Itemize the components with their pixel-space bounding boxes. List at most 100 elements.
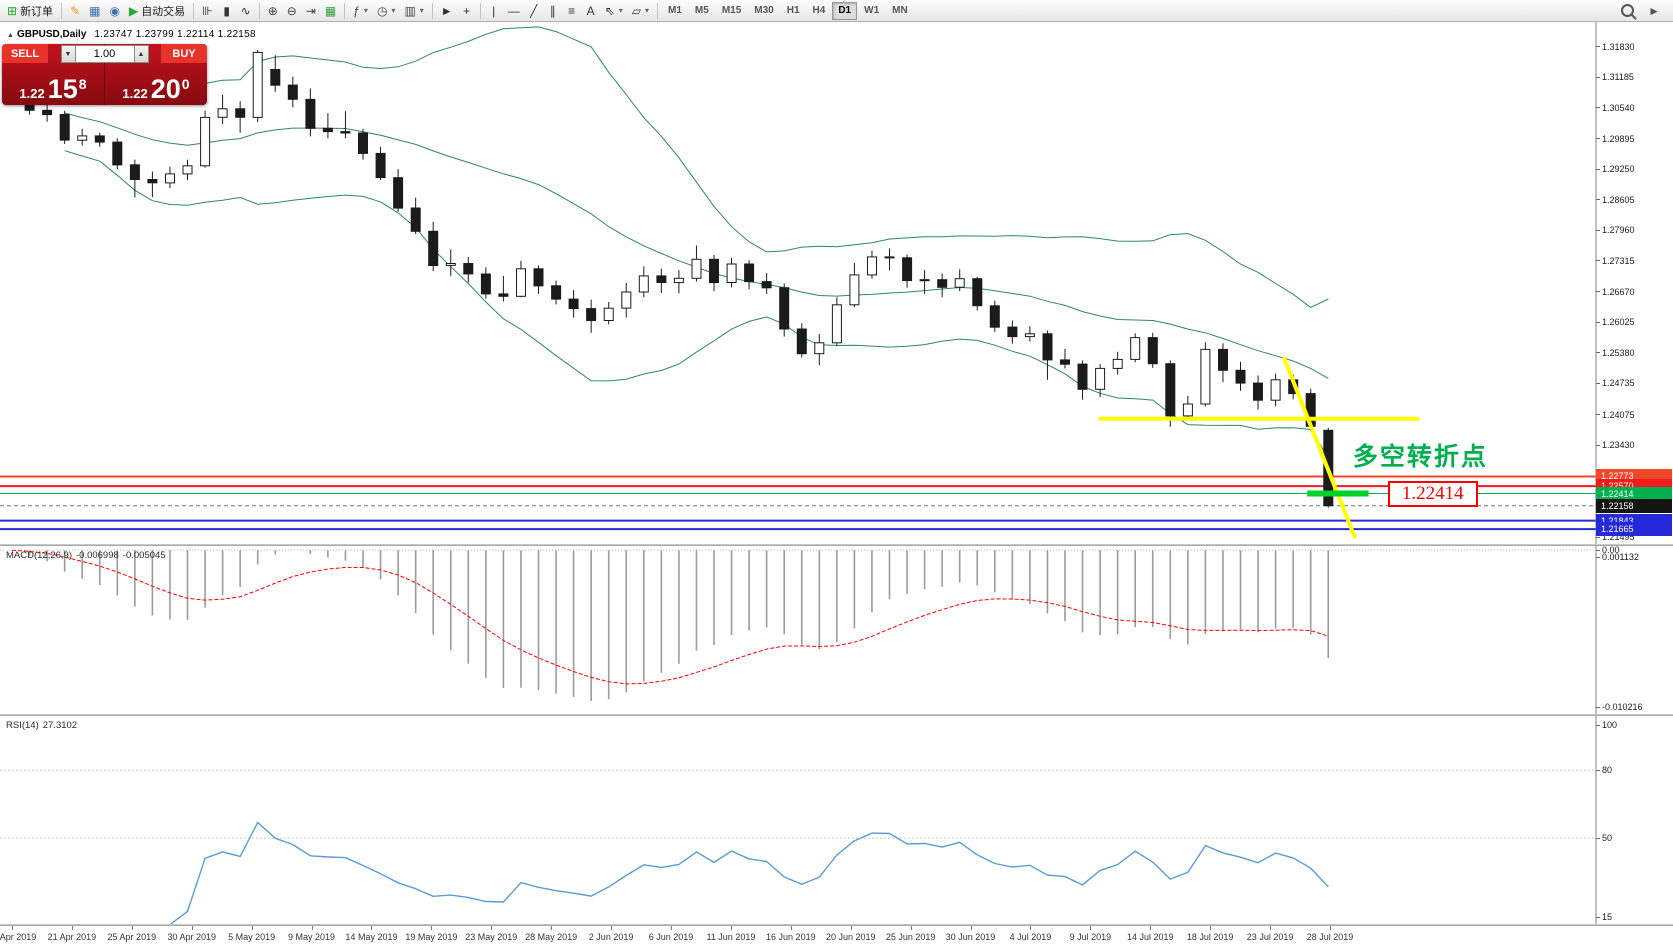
indicators-icon: ƒ bbox=[353, 3, 360, 18]
cursor-icon: ► bbox=[440, 3, 453, 18]
sell-button[interactable]: SELL 1.22 15 8 bbox=[2, 44, 105, 105]
volume-increase-button[interactable]: ▲ bbox=[133, 45, 149, 63]
date-tick-mark bbox=[371, 926, 373, 930]
price-callout-box[interactable]: 1.22414 bbox=[1387, 480, 1478, 507]
auto-scroll-icon: ⇥ bbox=[305, 3, 316, 18]
date-tick-mark bbox=[970, 926, 972, 930]
timeframe-d1-button[interactable]: D1 bbox=[832, 1, 858, 20]
date-label: 2 Jun 2019 bbox=[588, 932, 634, 942]
timeframe-h4-button[interactable]: H4 bbox=[807, 2, 832, 20]
pointer-icon[interactable]: ► bbox=[1644, 2, 1664, 20]
timeframe-m15-button[interactable]: M15 bbox=[716, 2, 747, 20]
price-tick-label: 1.30540 bbox=[1602, 102, 1635, 113]
zoom-in-icon[interactable]: ⊕ bbox=[264, 2, 282, 20]
date-label: 4 Jul 2019 bbox=[1009, 932, 1052, 942]
periods-button[interactable]: ◷ ▾ bbox=[373, 2, 400, 20]
autotrading-button[interactable]: ▶ 自动交易 bbox=[125, 2, 189, 20]
panel-separator[interactable] bbox=[0, 544, 1673, 546]
candlestick-chart-icon[interactable]: ▮ bbox=[218, 2, 236, 20]
channel-icon: ∥ bbox=[549, 3, 556, 18]
macd-canvas[interactable] bbox=[0, 546, 1673, 714]
rsi-canvas[interactable] bbox=[0, 716, 1673, 924]
autotrading-button-label: 自动交易 bbox=[141, 5, 186, 18]
volume-decrease-button[interactable]: ▼ bbox=[60, 45, 76, 63]
cursor-icon[interactable]: ► bbox=[437, 2, 457, 20]
toolbar-separator bbox=[193, 2, 195, 19]
line-chart-icon[interactable]: ∿ bbox=[237, 2, 255, 20]
timeframe-w1-button[interactable]: W1 bbox=[858, 2, 885, 20]
search-icon[interactable] bbox=[1617, 2, 1638, 20]
vertical-line-icon[interactable]: | bbox=[485, 2, 503, 20]
auto-scroll-icon[interactable]: ⇥ bbox=[302, 2, 320, 20]
zoom-out-icon: ⊖ bbox=[286, 3, 297, 18]
toolbar-separator bbox=[344, 2, 346, 19]
date-tick-mark bbox=[251, 926, 253, 930]
new-order-icon: ⊞ bbox=[7, 3, 18, 18]
date-axis[interactable]: 15 Apr 2019 21 Apr 2019 25 Apr 2019 30 Apr … bbox=[0, 926, 1673, 946]
buy-label: BUY bbox=[161, 44, 207, 63]
metaeditor-icon[interactable]: ✎ bbox=[66, 2, 84, 20]
price-tick-mark bbox=[1596, 444, 1600, 446]
text-icon: A bbox=[586, 3, 595, 18]
timeframe-mn-button[interactable]: MN bbox=[886, 2, 914, 20]
zoom-out-icon[interactable]: ⊖ bbox=[283, 2, 301, 20]
rsi-indicator-label: RSI(14) 27.3102 bbox=[6, 720, 81, 731]
date-tick-mark bbox=[910, 926, 912, 930]
date-tick-mark bbox=[1090, 926, 1092, 930]
sell-price-big: 15 bbox=[47, 73, 78, 104]
price-tick-mark bbox=[1596, 229, 1600, 231]
crosshair-icon[interactable]: + bbox=[458, 2, 476, 20]
price-tick-label: 1.31185 bbox=[1602, 72, 1634, 83]
price-tick-mark bbox=[1596, 382, 1600, 384]
chart-annotation-text[interactable]: 多空转折点 bbox=[1352, 443, 1488, 472]
community-icon[interactable]: ◉ bbox=[105, 2, 123, 20]
price-tick-label: 1.29250 bbox=[1602, 164, 1635, 175]
chevron-down-icon: ▾ bbox=[618, 6, 623, 15]
rsi-tick-mark bbox=[1596, 916, 1600, 918]
grid-icon[interactable]: ▦ bbox=[321, 2, 340, 20]
toolbar-separator bbox=[657, 2, 659, 19]
channel-icon[interactable]: ∥ bbox=[544, 2, 562, 20]
buy-price-big: 20 bbox=[150, 73, 181, 104]
shapes-icon[interactable]: ▱ ▾ bbox=[628, 2, 653, 20]
date-tick-mark bbox=[491, 926, 493, 930]
trendline-icon[interactable]: ╱ bbox=[525, 2, 543, 20]
macd-tick-mark bbox=[1596, 557, 1600, 558]
sell-price: 1.22 15 8 bbox=[2, 73, 104, 104]
panel-separator[interactable] bbox=[0, 714, 1673, 716]
horizontal-line-icon[interactable]: — bbox=[504, 2, 524, 20]
price-badge: 1.22414 bbox=[1596, 486, 1672, 501]
text-icon[interactable]: A bbox=[582, 2, 600, 20]
volume-input[interactable] bbox=[75, 45, 134, 63]
macd-axis-label: 0.00 bbox=[1602, 545, 1620, 556]
crosshair-icon: + bbox=[463, 3, 471, 18]
rsi-name: RSI(14) bbox=[6, 720, 39, 731]
price-chart-canvas[interactable] bbox=[0, 22, 1673, 544]
toolbar-groups: ⊞ 新订单 ✎ ▦ ◉ ▶ 自动交易 ⊪ ▮ ∿ ⊕ ⊖ ⇥ ▦ ƒ ▾ ◷ ▾ ▥ ▾ ► + | — ╱ ∥ ≡ A ⇖ ▾ ▱ ▾ M1 M… bbox=[3, 1, 1617, 20]
collapse-icon[interactable]: ▲ bbox=[7, 32, 14, 39]
timeframe-m30-button[interactable]: M30 bbox=[748, 2, 779, 20]
terminal-icon[interactable]: ▦ bbox=[85, 2, 104, 20]
indicators-button[interactable]: ƒ ▾ bbox=[349, 2, 372, 20]
timeframe-m5-button[interactable]: M5 bbox=[689, 2, 715, 20]
date-label: 9 May 2019 bbox=[288, 932, 336, 942]
rsi-tick-mark bbox=[1596, 769, 1600, 771]
main-toolbar: ⊞ 新订单 ✎ ▦ ◉ ▶ 自动交易 ⊪ ▮ ∿ ⊕ ⊖ ⇥ ▦ ƒ ▾ ◷ ▾ ▥ ▾ ► + | — ╱ ∥ ≡ A ⇖ ▾ ▱ ▾ M1 M… bbox=[0, 0, 1673, 22]
timeframe-m1-button[interactable]: M1 bbox=[662, 2, 688, 20]
templates-button[interactable]: ▥ ▾ bbox=[400, 2, 427, 20]
bar-chart-icon[interactable]: ⊪ bbox=[198, 2, 216, 20]
arrow-tool-icon[interactable]: ⇖ ▾ bbox=[601, 2, 627, 20]
fibonacci-icon[interactable]: ≡ bbox=[563, 2, 581, 20]
rsi-axis-label: 100 bbox=[1602, 720, 1618, 731]
zoom-in-icon: ⊕ bbox=[267, 3, 278, 18]
new-order-button[interactable]: ⊞ 新订单 bbox=[3, 2, 57, 20]
date-tick-mark bbox=[1210, 926, 1212, 930]
date-tick-mark bbox=[1330, 926, 1331, 930]
panel-separator[interactable] bbox=[0, 924, 1673, 926]
date-label: 16 Jun 2019 bbox=[766, 932, 816, 942]
date-label: 19 May 2019 bbox=[405, 932, 458, 942]
price-tick-label: 1.29895 bbox=[1602, 133, 1635, 144]
timeframe-h1-button[interactable]: H1 bbox=[781, 2, 806, 20]
